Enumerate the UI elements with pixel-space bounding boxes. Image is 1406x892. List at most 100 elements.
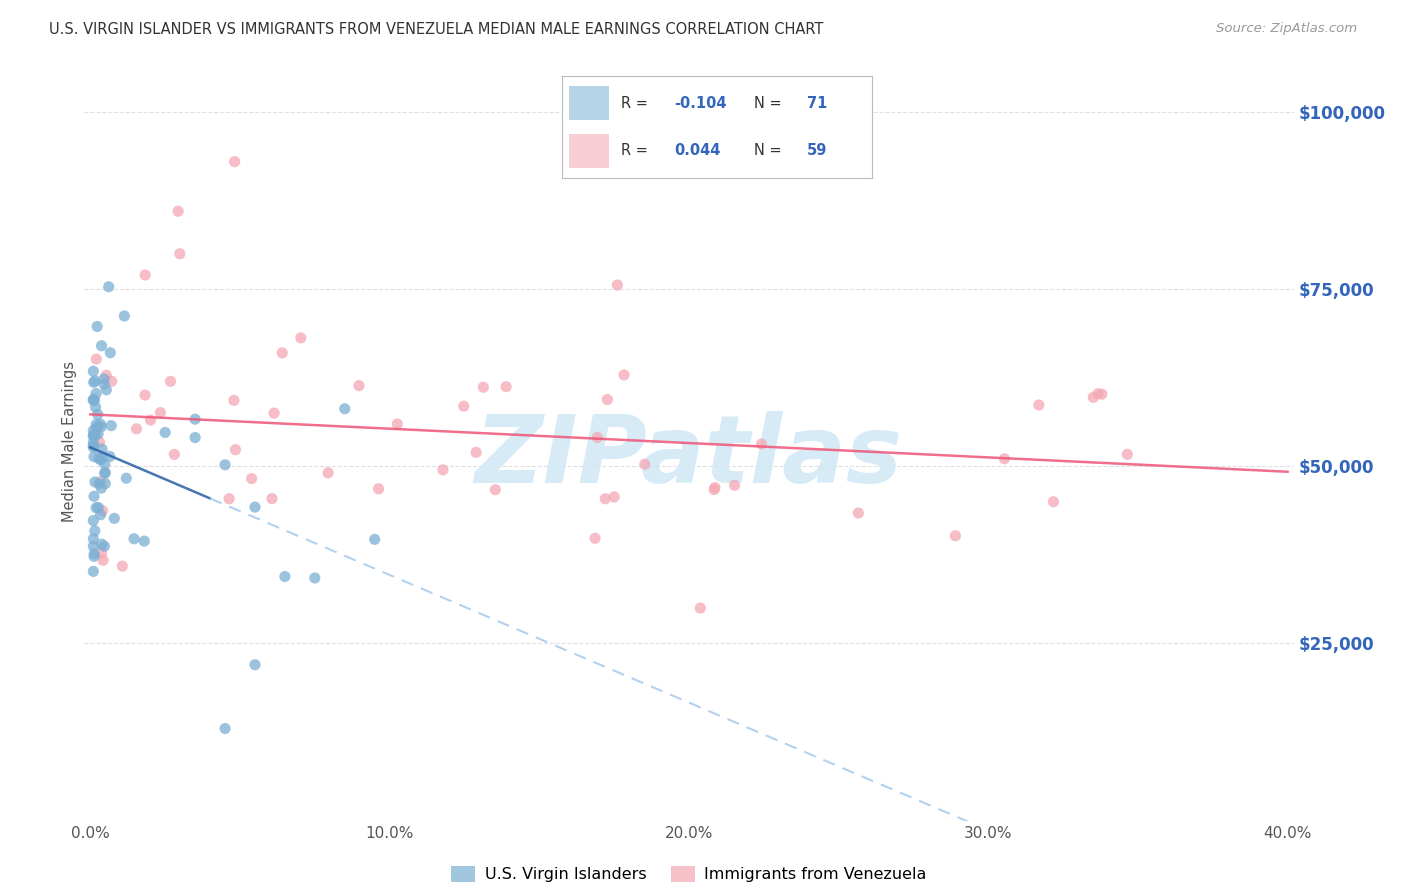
U.S. Virgin Islanders	[243, 500, 266, 514]
Immigrants from Venezuela	[91, 504, 114, 518]
U.S. Virgin Islanders	[134, 534, 156, 549]
Immigrants from Venezuela	[134, 388, 156, 402]
Immigrants from Venezuela	[465, 445, 488, 459]
Immigrants from Venezuela	[1083, 390, 1105, 404]
Text: -0.104: -0.104	[673, 96, 727, 111]
U.S. Virgin Islanders	[82, 435, 104, 450]
U.S. Virgin Islanders	[93, 539, 115, 553]
U.S. Virgin Islanders	[83, 524, 105, 538]
Text: R =: R =	[621, 144, 652, 158]
U.S. Virgin Islanders	[82, 539, 104, 553]
Immigrants from Venezuela	[495, 379, 517, 393]
Immigrants from Venezuela	[1116, 447, 1139, 461]
U.S. Virgin Islanders	[84, 417, 107, 432]
Immigrants from Venezuela	[290, 331, 312, 345]
U.S. Virgin Islanders	[91, 442, 114, 457]
U.S. Virgin Islanders	[82, 424, 104, 438]
Immigrants from Venezuela	[89, 435, 111, 450]
Immigrants from Venezuela	[1028, 398, 1050, 412]
U.S. Virgin Islanders	[94, 476, 117, 491]
Immigrants from Venezuela	[224, 154, 246, 169]
Immigrants from Venezuela	[163, 447, 186, 461]
Immigrants from Venezuela	[703, 481, 725, 495]
U.S. Virgin Islanders	[304, 571, 326, 585]
Immigrants from Venezuela	[613, 368, 636, 382]
Immigrants from Venezuela	[593, 491, 616, 506]
Immigrants from Venezuela	[1091, 387, 1114, 401]
Immigrants from Venezuela	[139, 413, 162, 427]
U.S. Virgin Islanders	[93, 466, 115, 480]
Text: ZIPatlas: ZIPatlas	[475, 410, 903, 503]
Immigrants from Venezuela	[271, 346, 294, 360]
Immigrants from Venezuela	[603, 490, 626, 504]
U.S. Virgin Islanders	[90, 451, 112, 466]
U.S. Virgin Islanders	[84, 400, 107, 414]
U.S. Virgin Islanders	[84, 475, 107, 489]
Immigrants from Venezuela	[167, 204, 190, 219]
U.S. Virgin Islanders	[82, 532, 104, 546]
U.S. Virgin Islanders	[82, 364, 104, 378]
U.S. Virgin Islanders	[84, 374, 107, 388]
U.S. Virgin Islanders	[82, 428, 104, 442]
Immigrants from Venezuela	[472, 380, 495, 394]
Immigrants from Venezuela	[240, 472, 263, 486]
U.S. Virgin Islanders	[90, 481, 112, 495]
Text: U.S. VIRGIN ISLANDER VS IMMIGRANTS FROM VENEZUELA MEDIAN MALE EARNINGS CORRELATI: U.S. VIRGIN ISLANDER VS IMMIGRANTS FROM …	[49, 22, 824, 37]
U.S. Virgin Islanders	[90, 453, 112, 467]
U.S. Virgin Islanders	[214, 458, 236, 472]
U.S. Virgin Islanders	[100, 418, 122, 433]
Immigrants from Venezuela	[347, 378, 370, 392]
Immigrants from Venezuela	[945, 529, 967, 543]
Immigrants from Venezuela	[586, 430, 609, 444]
Y-axis label: Median Male Earnings: Median Male Earnings	[62, 361, 77, 522]
Immigrants from Venezuela	[367, 482, 389, 496]
Immigrants from Venezuela	[125, 422, 148, 436]
U.S. Virgin Islanders	[87, 408, 110, 422]
U.S. Virgin Islanders	[83, 549, 105, 564]
FancyBboxPatch shape	[568, 135, 609, 168]
U.S. Virgin Islanders	[86, 319, 108, 334]
U.S. Virgin Islanders	[243, 657, 266, 672]
Text: 71: 71	[807, 96, 827, 111]
Immigrants from Venezuela	[111, 559, 134, 574]
U.S. Virgin Islanders	[93, 377, 115, 392]
U.S. Virgin Islanders	[84, 421, 107, 435]
U.S. Virgin Islanders	[82, 440, 104, 454]
U.S. Virgin Islanders	[84, 500, 107, 515]
U.S. Virgin Islanders	[83, 376, 105, 390]
U.S. Virgin Islanders	[94, 457, 117, 471]
Text: N =: N =	[754, 144, 786, 158]
Text: 0.044: 0.044	[673, 144, 720, 158]
U.S. Virgin Islanders	[82, 439, 104, 453]
Text: 59: 59	[807, 144, 827, 158]
Immigrants from Venezuela	[634, 457, 657, 471]
U.S. Virgin Islanders	[363, 533, 385, 547]
U.S. Virgin Islanders	[93, 372, 115, 386]
Immigrants from Venezuela	[96, 368, 118, 383]
Immigrants from Venezuela	[91, 553, 114, 567]
U.S. Virgin Islanders	[82, 393, 104, 408]
Immigrants from Venezuela	[432, 463, 454, 477]
Immigrants from Venezuela	[689, 601, 711, 615]
U.S. Virgin Islanders	[82, 429, 104, 443]
Immigrants from Venezuela	[101, 374, 124, 388]
U.S. Virgin Islanders	[87, 451, 110, 466]
U.S. Virgin Islanders	[83, 489, 105, 503]
U.S. Virgin Islanders	[87, 426, 110, 441]
U.S. Virgin Islanders	[98, 345, 121, 359]
U.S. Virgin Islanders	[98, 450, 121, 464]
U.S. Virgin Islanders	[82, 514, 104, 528]
Immigrants from Venezuela	[751, 437, 773, 451]
U.S. Virgin Islanders	[115, 471, 138, 485]
Immigrants from Venezuela	[149, 406, 172, 420]
U.S. Virgin Islanders	[84, 428, 107, 442]
U.S. Virgin Islanders	[83, 392, 105, 407]
Immigrants from Venezuela	[222, 393, 245, 408]
Immigrants from Venezuela	[89, 475, 111, 489]
Text: Source: ZipAtlas.com: Source: ZipAtlas.com	[1216, 22, 1357, 36]
Immigrants from Venezuela	[484, 483, 506, 497]
Immigrants from Venezuela	[1042, 495, 1064, 509]
Immigrants from Venezuela	[263, 406, 285, 420]
U.S. Virgin Islanders	[84, 386, 107, 401]
Immigrants from Venezuela	[260, 491, 283, 506]
